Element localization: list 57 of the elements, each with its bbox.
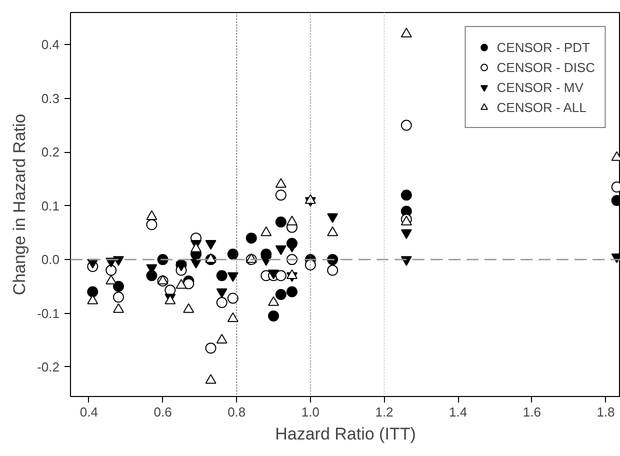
- point: [183, 278, 194, 290]
- point: [112, 256, 124, 266]
- y-tick-label: 0.0: [41, 252, 60, 268]
- point: [227, 292, 238, 304]
- y-tick-label: 0.2: [41, 144, 60, 160]
- point: [106, 264, 117, 276]
- y-tick-label: 0.1: [41, 198, 60, 214]
- point: [227, 248, 238, 260]
- point: [400, 190, 412, 201]
- y-tick-label: 0.4: [41, 37, 60, 52]
- point: [327, 264, 338, 276]
- x-tick-label: 1.8: [596, 404, 615, 420]
- legend-label: CENSOR - PDT: [496, 40, 590, 54]
- legend-label: CENSOR - MV: [496, 80, 584, 94]
- point: [286, 286, 298, 298]
- y-tick-label: -0.1: [37, 306, 60, 321]
- point: [246, 232, 257, 244]
- point: [216, 288, 228, 298]
- point: [327, 254, 338, 266]
- x-tick-label: 0.6: [154, 404, 172, 420]
- point: [400, 256, 412, 266]
- point: [260, 256, 272, 266]
- point: [400, 229, 412, 239]
- x-axis-title: Hazard Ratio (ITT): [275, 424, 416, 444]
- x-tick-label: 1.0: [301, 404, 320, 420]
- point: [87, 286, 98, 298]
- point: [176, 262, 187, 272]
- point: [275, 245, 286, 256]
- point: [112, 292, 124, 303]
- point: [304, 259, 316, 270]
- point: [205, 342, 216, 354]
- y-tick-label: -0.2: [37, 359, 60, 374]
- point: [227, 272, 238, 282]
- legend-label: CENSOR - DISC: [496, 60, 595, 74]
- x-tick-label: 1.4: [449, 404, 468, 420]
- point: [275, 216, 286, 228]
- x-tick-label: 1.2: [375, 404, 394, 420]
- point: [146, 270, 158, 282]
- point: [146, 219, 158, 230]
- point: [216, 297, 228, 308]
- point: [275, 288, 286, 300]
- point: [190, 258, 202, 269]
- point: [327, 213, 338, 223]
- y-tick-label: 0.3: [41, 90, 60, 106]
- point: [157, 254, 168, 266]
- point: [275, 270, 286, 282]
- x-tick-label: 0.8: [228, 404, 246, 420]
- x-tick-label: 0.4: [80, 404, 98, 420]
- point: [112, 280, 124, 292]
- point: [268, 310, 280, 322]
- point: [400, 120, 412, 131]
- x-tick-label: 1.6: [522, 404, 541, 420]
- point: [205, 240, 216, 250]
- point: [216, 270, 228, 282]
- point: [275, 190, 286, 201]
- y-axis-title: Change in Hazard Ratio: [10, 114, 30, 296]
- legend-label: CENSOR - ALL: [496, 100, 586, 114]
